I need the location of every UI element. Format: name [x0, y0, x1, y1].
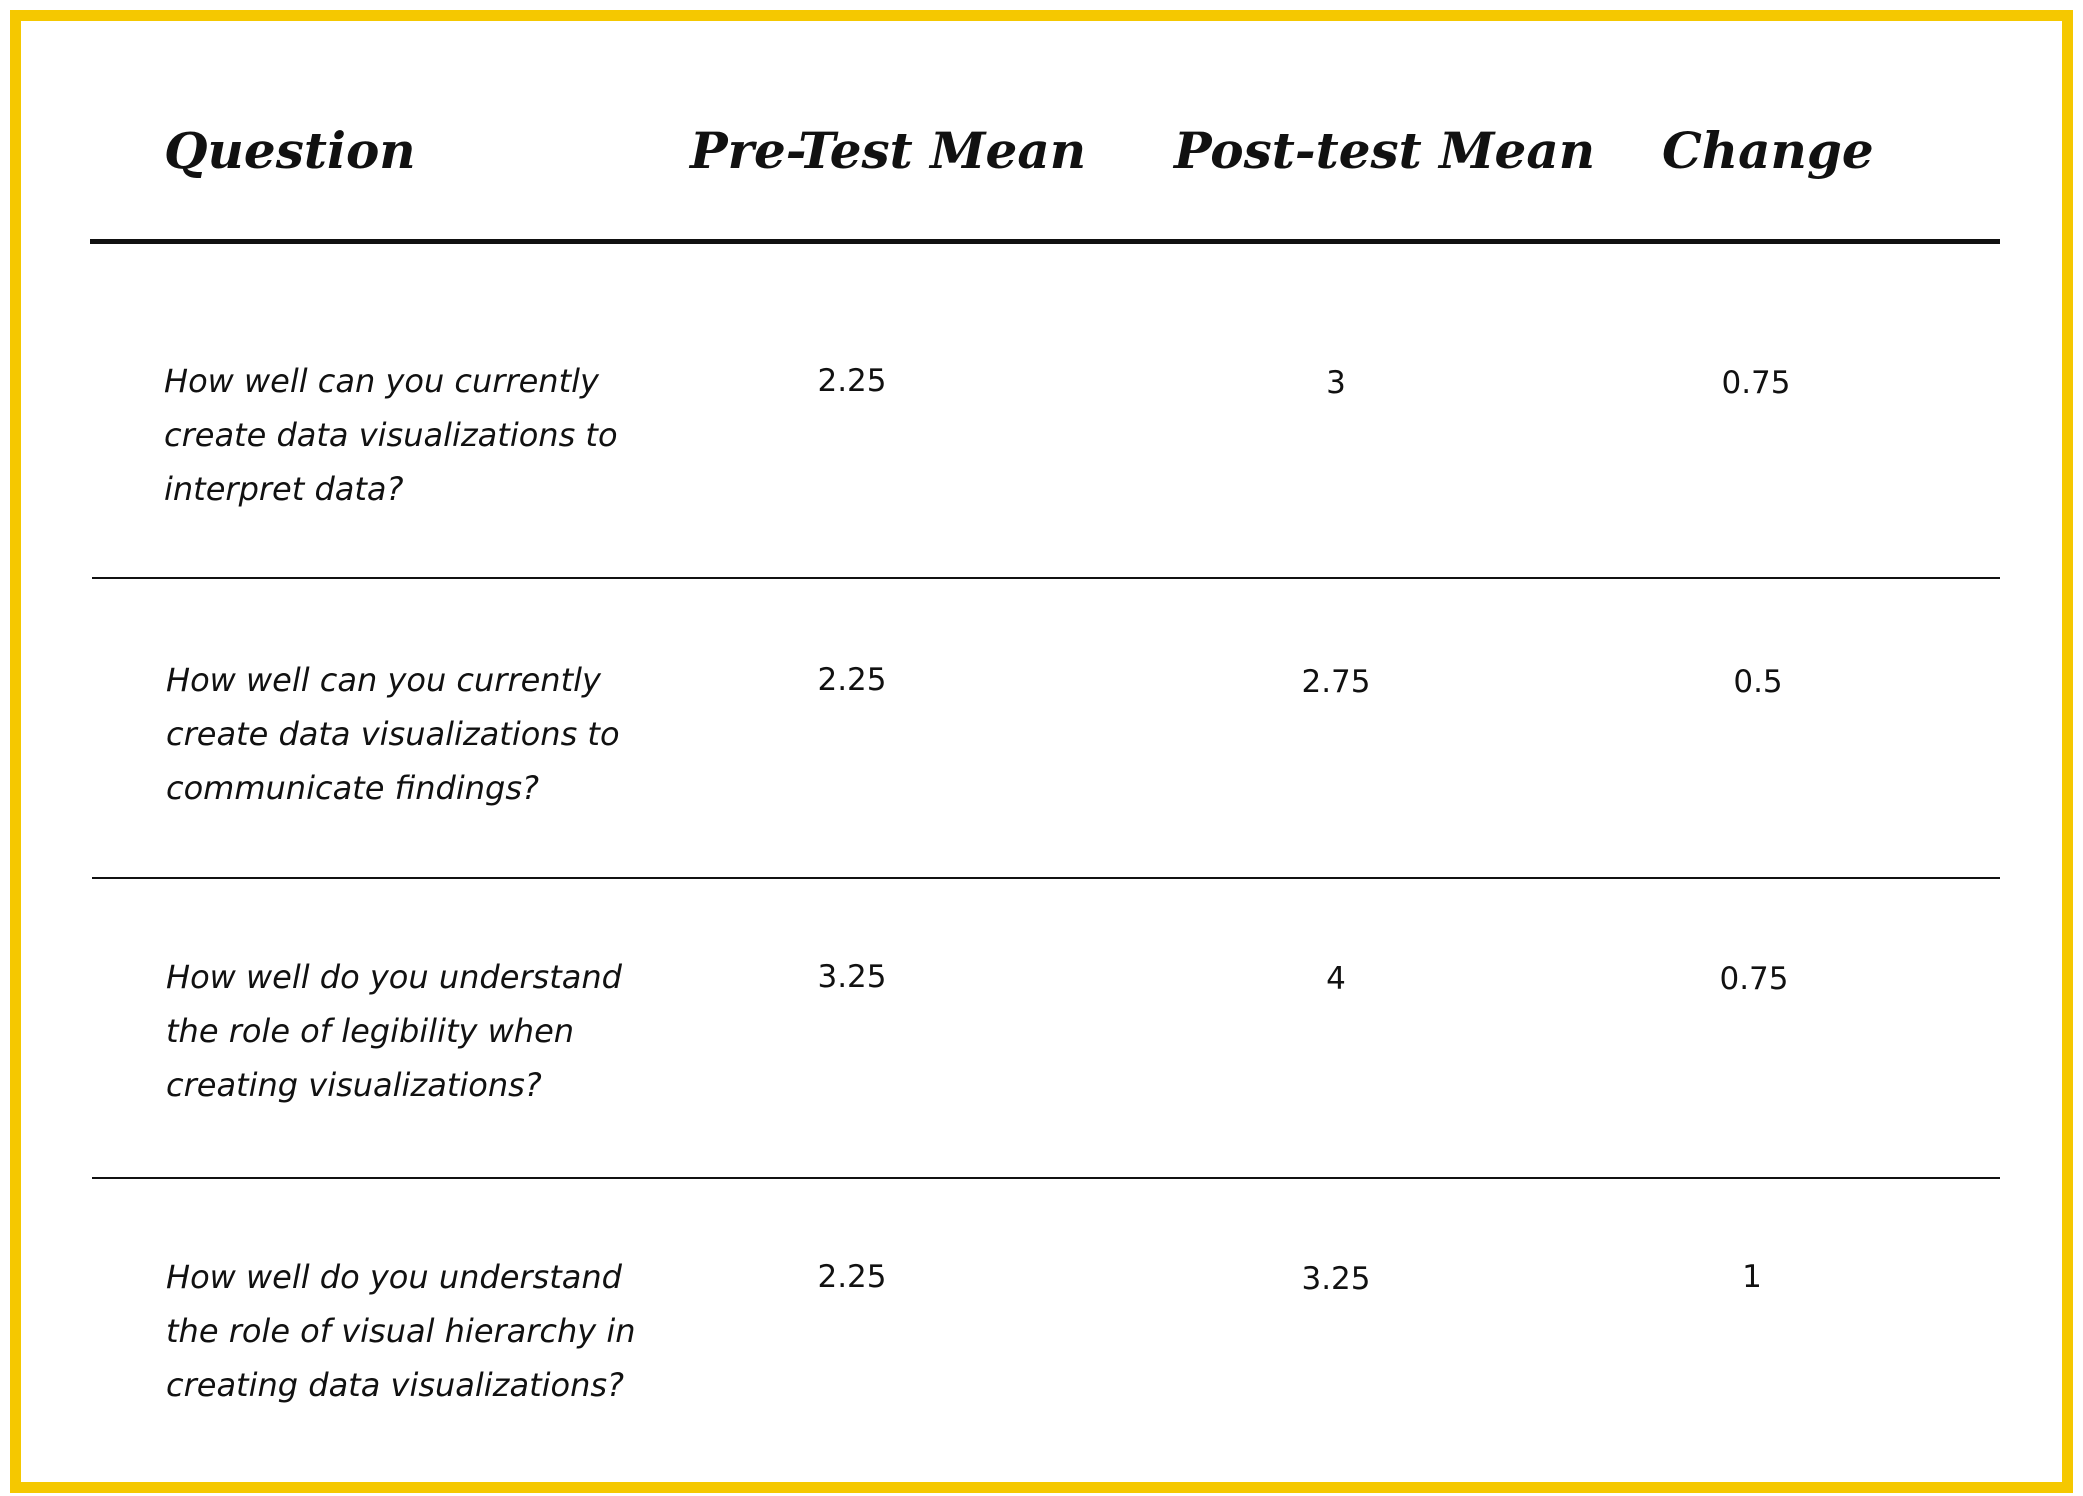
row-1-pre-test-mean: 2.25 — [817, 363, 887, 399]
row-4-pre-test-mean: 2.25 — [817, 1259, 887, 1295]
row-divider-1 — [92, 577, 2000, 579]
row-2-change: 0.5 — [1733, 664, 1783, 700]
header-question: Question — [164, 121, 416, 180]
header-change: Change — [1662, 121, 1874, 180]
row-3-post-test-mean: 4 — [1326, 961, 1346, 997]
header-post-test-mean: Post-test Mean — [1174, 121, 1596, 180]
row-divider-2 — [92, 877, 2000, 879]
row-1-question: How well can you currently create data v… — [164, 362, 618, 508]
row-2-post-test-mean: 2.75 — [1301, 664, 1371, 700]
row-4-question: How well do you understand the role of v… — [166, 1258, 636, 1404]
row-4-change: 1 — [1742, 1259, 1762, 1295]
row-divider-3 — [92, 1177, 2000, 1179]
header-pre-test-mean: Pre-Test Mean — [690, 121, 1087, 180]
row-1-change: 0.75 — [1721, 365, 1791, 401]
row-2-pre-test-mean: 2.25 — [817, 662, 887, 698]
row-2-question: How well can you currently create data v… — [166, 661, 620, 807]
row-3-pre-test-mean: 3.25 — [817, 959, 887, 995]
row-1-post-test-mean: 3 — [1326, 365, 1346, 401]
row-3-change: 0.75 — [1719, 961, 1789, 997]
row-3-question: How well do you understand the role of l… — [166, 958, 622, 1104]
table-frame — [10, 10, 2073, 1493]
header-divider — [90, 239, 2000, 244]
row-4-post-test-mean: 3.25 — [1301, 1261, 1371, 1297]
